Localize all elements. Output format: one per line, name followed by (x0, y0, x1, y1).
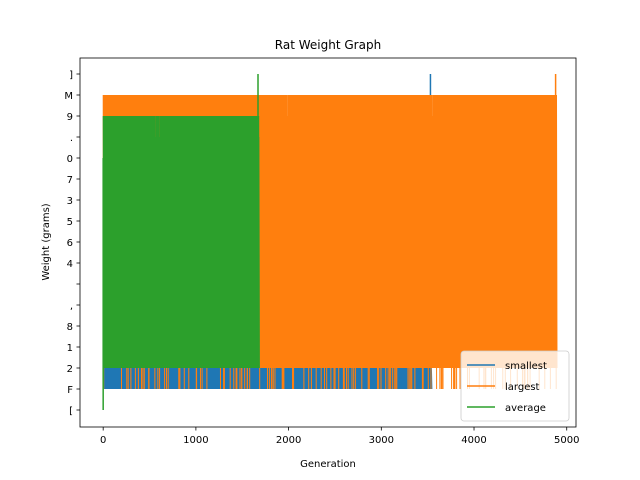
x-tick-label: 5000 (554, 435, 579, 446)
y-tick-label: 2 (67, 364, 73, 375)
y-tick-label: 8 (67, 322, 73, 333)
y-tick-label: 1 (67, 343, 73, 354)
legend: smallest largest average (460, 350, 570, 422)
x-axis: 0 1000 2000 3000 4000 5000 (100, 427, 579, 446)
y-tick-label: . (70, 133, 73, 144)
x-tick-label: 1000 (183, 435, 208, 446)
y-tick-label: [ (69, 406, 73, 417)
y-tick-label: 7 (67, 175, 73, 186)
x-tick-label: 0 (100, 435, 106, 446)
y-tick-label: M (64, 91, 73, 102)
legend-label-average: average (505, 403, 546, 414)
legend-label-largest: largest (505, 382, 540, 393)
x-tick-label: 3000 (369, 435, 394, 446)
y-tick-label: 4 (67, 259, 73, 270)
chart-title: Rat Weight Graph (275, 38, 381, 52)
y-tick-label: F (67, 385, 73, 396)
x-axis-label: Generation (300, 459, 356, 470)
plot-frame (79, 57, 577, 428)
y-axis-label: Weight (grams) (41, 203, 52, 280)
series-line-average (102, 115, 260, 369)
y-tick-label: 6 (67, 238, 73, 249)
y-tick-label: 5 (67, 217, 73, 228)
legend-label-smallest: smallest (505, 361, 547, 372)
y-axis: [ F 2 1 8, 4 6 5 3 7 0. 9 M] (64, 70, 80, 417)
y-tick-label: , (70, 301, 73, 312)
y-tick-label: 9 (67, 112, 73, 123)
x-tick-label: 4000 (461, 435, 486, 446)
y-tick-label: 0 (67, 154, 73, 165)
y-tick-label: ] (69, 70, 73, 81)
series-layer (102, 74, 558, 410)
legend-box (460, 350, 570, 422)
x-tick-label: 2000 (276, 435, 301, 446)
y-tick-label: 3 (67, 196, 73, 207)
